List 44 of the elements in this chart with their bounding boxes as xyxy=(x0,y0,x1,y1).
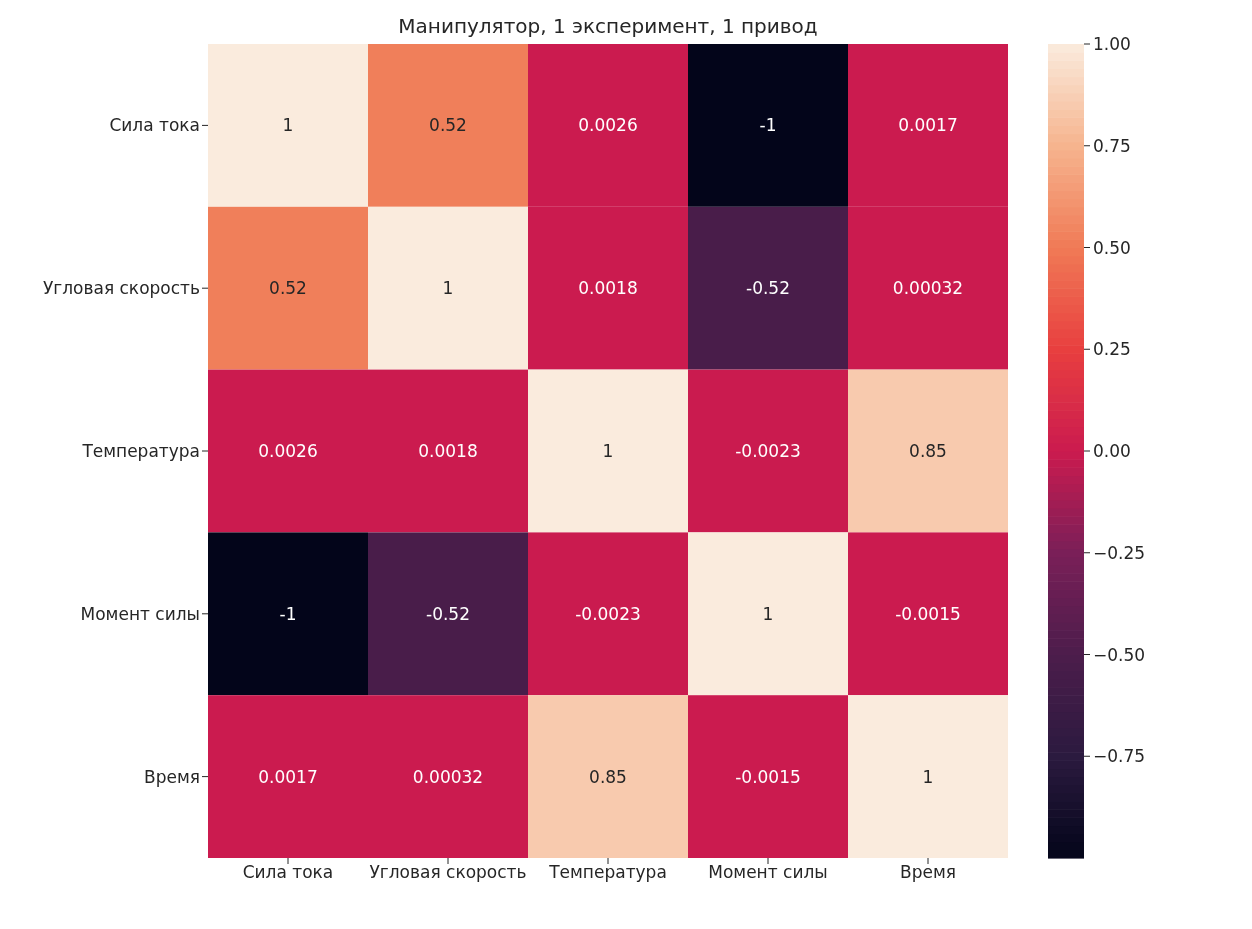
data-label: -0.52 xyxy=(746,278,790,299)
chart-title: Манипулятор, 1 эксперимент, 1 привод xyxy=(397,14,819,38)
data-label: 0.85 xyxy=(589,766,627,787)
color-bar-label: 0.25 xyxy=(1093,339,1131,360)
x-tick-label: Момент силы xyxy=(708,862,828,883)
data-label: -0.0023 xyxy=(735,441,801,461)
color-bar-label: −0.50 xyxy=(1093,644,1146,665)
y-tick-label: Угловая скорость xyxy=(42,278,200,299)
color-bar-label: −0.75 xyxy=(1093,746,1146,767)
color-bar-label: −0.25 xyxy=(1093,542,1146,563)
y-tick-label: Температура xyxy=(81,441,200,462)
color-bar-label: 0.00 xyxy=(1093,441,1131,461)
y-tick-label: Сила тока xyxy=(109,115,200,136)
x-tick-label: Угловая скорость xyxy=(369,862,527,883)
color-bar-label: 1.00 xyxy=(1093,34,1131,54)
y-tick-label: Время xyxy=(144,766,200,787)
data-label: 1 xyxy=(442,278,454,299)
data-label: 1 xyxy=(602,441,614,461)
data-label: 0.52 xyxy=(269,278,307,299)
data-label: 0.0026 xyxy=(258,441,318,461)
data-label: 0.85 xyxy=(909,441,947,461)
x-tick-label: Сила тока xyxy=(242,862,334,883)
data-label: 0.0017 xyxy=(258,766,318,787)
data-label: 0.0026 xyxy=(578,115,638,136)
color-bar-label: 0.50 xyxy=(1093,237,1131,258)
data-label: -0.0015 xyxy=(735,766,801,787)
data-label: 1 xyxy=(922,766,934,787)
data-label: 0.52 xyxy=(429,115,467,136)
x-tick-label: Температура xyxy=(548,862,667,883)
data-label: 0.0018 xyxy=(418,441,478,461)
data-label: -0.52 xyxy=(426,603,470,624)
data-label: 1 xyxy=(762,603,774,624)
data-label: -0.0023 xyxy=(575,603,641,624)
data-label: 0.0017 xyxy=(898,115,958,136)
data-label: -1 xyxy=(279,603,297,624)
data-label: -0.0015 xyxy=(895,603,961,624)
x-tick-label: Время xyxy=(900,862,956,883)
data-label: 0.00032 xyxy=(412,766,484,787)
color-bar-label: 0.75 xyxy=(1093,135,1131,156)
data-label: 0.00032 xyxy=(892,278,964,299)
data-label: 1 xyxy=(282,115,294,136)
data-label: -1 xyxy=(759,115,777,136)
data-label: 0.0018 xyxy=(578,278,638,299)
y-tick-label: Момент силы xyxy=(80,603,200,624)
